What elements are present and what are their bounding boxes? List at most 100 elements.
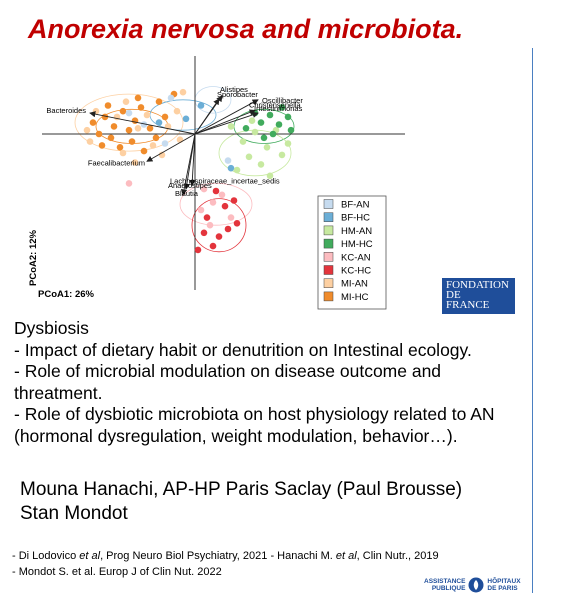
data-point: [224, 225, 232, 233]
body-line: (hormonal dysregulation, weight modulati…: [14, 425, 458, 446]
data-point: [197, 102, 205, 109]
data-point: [227, 214, 235, 221]
reference-1: - Di Lodovico et al, Prog Neuro Biol Psy…: [12, 550, 439, 562]
data-point: [221, 202, 229, 210]
vector-label: Anaerostipes: [168, 181, 212, 190]
body-line: Dysbiosis: [14, 318, 89, 338]
data-point: [137, 104, 145, 111]
data-point: [131, 159, 139, 166]
data-point: [260, 134, 268, 142]
data-point: [161, 113, 169, 121]
legend-label: KC-HC: [341, 266, 371, 277]
data-point: [140, 147, 148, 155]
data-point: [227, 123, 235, 130]
data-point: [95, 130, 103, 138]
data-point: [155, 98, 163, 105]
data-point: [209, 199, 217, 206]
group-ellipse: [179, 183, 253, 226]
data-point: [278, 151, 286, 159]
slide-title: Anorexia nervosa and microbiota.: [28, 14, 464, 44]
data-point: [83, 126, 91, 134]
data-point: [104, 102, 112, 109]
body-line: - Role of microbial modulation on diseas…: [14, 361, 442, 381]
group-ellipses: [74, 86, 295, 253]
aphp-logo: ASSISTANCE PUBLIQUE HÔPITAUX DE PARIS: [424, 577, 521, 593]
data-point: [134, 125, 142, 132]
data-point: [116, 144, 124, 151]
data-point: [230, 197, 238, 204]
data-point: [269, 130, 277, 138]
legend-swatch: [323, 225, 334, 236]
data-point: [146, 125, 154, 132]
data-point: [275, 121, 283, 128]
data-point: [122, 98, 130, 105]
legend-swatch: [323, 278, 334, 288]
data-point: [86, 138, 94, 145]
data-point: [161, 140, 169, 147]
data-point: [134, 94, 142, 102]
data-point: [284, 113, 292, 121]
x-axis-label: PCoA1: 26%: [38, 289, 95, 300]
references: - Di Lodovico et al, Prog Neuro Biol Psy…: [12, 548, 439, 580]
data-point: [173, 107, 181, 115]
data-point: [263, 144, 271, 151]
body-text: Dysbiosis - Impact of dietary habit or d…: [14, 318, 544, 447]
data-point: [248, 117, 256, 124]
vector-arrow: [194, 109, 256, 135]
data-point: [110, 123, 118, 130]
vector-arrow: [194, 98, 220, 135]
data-point: [131, 117, 139, 124]
data-point: [98, 142, 106, 149]
data-point: [227, 164, 235, 172]
data-point: [224, 157, 232, 164]
data-point: [266, 111, 274, 119]
legend: BF-AN BF-HC HM-AN HM-HC KC-AN KC-HC MI-AN MI-HC: [317, 195, 387, 310]
data-point: [107, 134, 115, 142]
authors: Mouna Hanachi, AP-HP Paris Saclay (Paul …: [20, 478, 462, 526]
divider-line: [532, 48, 533, 593]
vector-label: Intestinimonas: [254, 104, 303, 113]
data-point: [233, 166, 241, 174]
data-point: [251, 128, 259, 136]
vector-label: Sporobacter: [217, 90, 258, 99]
data-point: [194, 246, 202, 254]
vector-arrow: [194, 111, 259, 135]
legend-label: BF-HC: [341, 213, 370, 224]
legend-swatch: [323, 252, 334, 262]
vector-label: Blautia: [175, 189, 199, 198]
data-point: [149, 142, 157, 149]
vector-arrow: [194, 99, 259, 135]
body-line: - Role of dysbiotic microbiota on host p…: [14, 404, 495, 424]
data-point: [212, 187, 220, 195]
body-line: - Impact of dietary habit or denutrition…: [14, 339, 472, 360]
data-point: [203, 214, 211, 221]
legend-swatch: [323, 199, 334, 209]
data-point: [140, 121, 148, 128]
author-line: Mouna Hanachi, AP-HP Paris Saclay (Paul …: [20, 479, 463, 500]
data-point: [119, 149, 127, 157]
data-point: [245, 153, 253, 161]
data-points: [83, 88, 295, 254]
data-point: [206, 221, 214, 229]
data-point: [266, 172, 274, 180]
data-point: [218, 191, 226, 199]
aphp-emblem-icon: [468, 577, 484, 593]
data-point: [152, 134, 160, 142]
vector-label: Christensenella: [249, 100, 302, 109]
data-point: [167, 94, 175, 102]
data-point: [125, 180, 133, 187]
body-line: threatment.: [14, 382, 103, 403]
reference-2: - Mondot S. et al. Europ J of Clin Nut. …: [12, 566, 222, 578]
data-point: [287, 126, 295, 134]
data-point: [179, 88, 187, 96]
data-point: [200, 185, 208, 193]
data-point: [242, 125, 250, 132]
data-point: [284, 140, 292, 147]
data-point: [209, 242, 217, 250]
data-point: [257, 161, 265, 168]
data-point: [125, 126, 133, 134]
data-point: [239, 138, 247, 145]
legend-label: HM-AN: [341, 226, 372, 237]
